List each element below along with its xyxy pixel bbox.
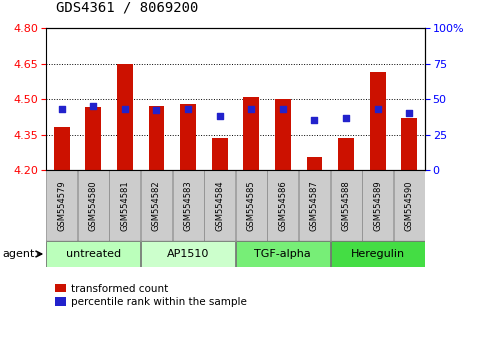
Text: GSM554580: GSM554580	[89, 180, 98, 231]
Text: GSM554584: GSM554584	[215, 180, 224, 231]
Bar	[54, 127, 70, 170]
Point	[342, 115, 350, 120]
Text: TGF-alpha: TGF-alpha	[255, 249, 311, 259]
Text: GSM554586: GSM554586	[278, 180, 287, 231]
Bar	[370, 72, 385, 170]
Text: Heregulin: Heregulin	[351, 249, 405, 259]
Point	[153, 108, 160, 113]
Point	[89, 103, 97, 109]
Text: GSM554585: GSM554585	[247, 180, 256, 231]
Bar	[299, 170, 330, 241]
Bar	[141, 241, 235, 267]
Bar	[401, 118, 417, 170]
Text: GSM554582: GSM554582	[152, 180, 161, 231]
Text: AP1510: AP1510	[167, 249, 209, 259]
Point	[374, 106, 382, 112]
Bar	[243, 97, 259, 170]
Bar	[307, 157, 322, 170]
Text: untreated: untreated	[66, 249, 121, 259]
Point	[311, 118, 318, 123]
Point	[247, 106, 255, 112]
Bar	[268, 170, 298, 241]
Bar	[46, 170, 77, 241]
Text: GSM554579: GSM554579	[57, 180, 66, 231]
Bar	[362, 170, 393, 241]
Point	[279, 106, 287, 112]
Bar	[212, 138, 227, 170]
Text: GSM554581: GSM554581	[120, 180, 129, 231]
Bar	[149, 106, 164, 170]
Text: GSM554589: GSM554589	[373, 180, 382, 231]
Bar	[46, 241, 141, 267]
Bar	[236, 241, 330, 267]
Point	[58, 106, 66, 112]
Text: agent: agent	[2, 249, 35, 259]
Bar	[172, 170, 203, 241]
Bar	[394, 170, 425, 241]
Bar	[236, 170, 267, 241]
Point	[405, 110, 413, 116]
Bar	[117, 64, 133, 170]
Bar	[78, 170, 109, 241]
Bar	[180, 104, 196, 170]
Point	[121, 106, 129, 112]
Text: GSM554588: GSM554588	[341, 180, 351, 231]
Bar	[109, 170, 141, 241]
Bar	[141, 170, 172, 241]
Bar	[330, 170, 362, 241]
Bar	[204, 170, 235, 241]
Bar	[85, 107, 101, 170]
Text: GSM554587: GSM554587	[310, 180, 319, 231]
Point	[184, 106, 192, 112]
Bar	[338, 138, 354, 170]
Bar	[275, 99, 291, 170]
Text: GSM554583: GSM554583	[184, 180, 193, 231]
Legend: transformed count, percentile rank within the sample: transformed count, percentile rank withi…	[51, 280, 251, 311]
Bar	[330, 241, 425, 267]
Text: GSM554590: GSM554590	[405, 180, 414, 230]
Point	[216, 113, 224, 119]
Text: GDS4361 / 8069200: GDS4361 / 8069200	[56, 0, 198, 14]
